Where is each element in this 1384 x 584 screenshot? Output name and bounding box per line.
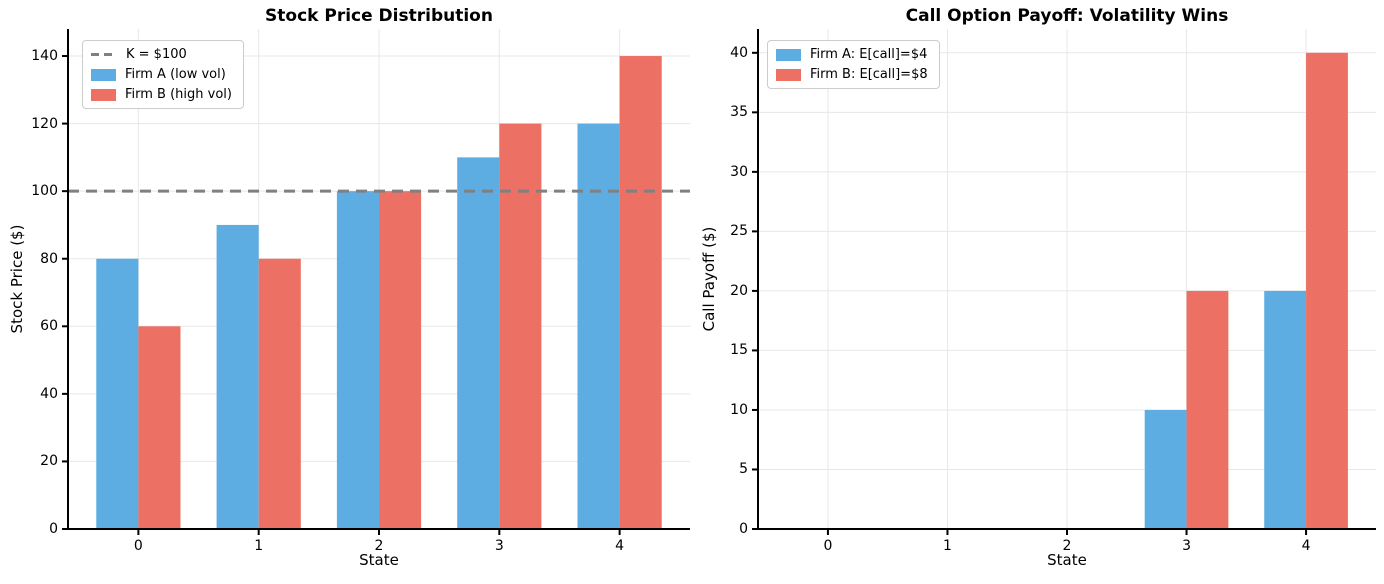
legend-label: K = $100	[126, 47, 187, 62]
color-swatch-icon	[91, 68, 116, 81]
bar-firm-a-low-vol-state-3	[457, 157, 500, 530]
x-tick-label: 3	[1182, 538, 1191, 554]
y-tick-label: 15	[730, 342, 748, 359]
stock-price-x-axis-label: State	[359, 551, 399, 569]
y-tick-label: 120	[31, 115, 58, 132]
y-tick-label: 140	[31, 48, 58, 65]
y-tick-label: 5	[739, 461, 748, 478]
y-tick-label: 30	[730, 163, 748, 180]
bar-firm-a-e-call-4-state-3	[1144, 409, 1187, 529]
legend-label: Firm A: E[call]=$4	[810, 47, 928, 62]
y-tick-label: 10	[730, 401, 748, 418]
bar-firm-b-high-vol-state-2	[379, 191, 422, 529]
y-tick-label: 0	[739, 521, 748, 537]
bar-firm-a-low-vol-state-2	[336, 191, 379, 529]
legend-item-firm-b-e-call-8: Firm B: E[call]=$8	[776, 67, 928, 82]
y-tick-label: 20	[730, 282, 748, 299]
y-tick-label: 35	[730, 104, 748, 121]
stock-price-chart-title: Stock Price Distribution	[265, 6, 493, 26]
legend-label: Firm B (high vol)	[125, 87, 232, 102]
color-swatch-icon	[91, 88, 116, 101]
x-tick-label: 1	[942, 538, 952, 554]
legend-item-k-100: K = $100	[91, 47, 232, 62]
y-tick-label: 100	[31, 183, 58, 200]
bar-firm-a-low-vol-state-1	[216, 224, 259, 529]
bar-firm-a-e-call-4-state-4	[1264, 290, 1307, 529]
y-tick-label: 40	[730, 44, 748, 61]
color-swatch-icon	[776, 48, 801, 61]
y-tick-label: 25	[730, 223, 748, 240]
stock-price-legend: K = $100 Firm A (low vol) Firm B (high vol…	[82, 40, 244, 109]
x-tick-label: 2	[374, 538, 384, 554]
call-payoff-legend: Firm A: E[call]=$4 Firm B: E[call]=$8	[767, 40, 940, 89]
bar-firm-a-low-vol-state-0	[96, 258, 139, 529]
y-tick-label: 0	[49, 521, 58, 537]
y-tick-label: 20	[40, 453, 58, 470]
legend-label: Firm A (low vol)	[125, 67, 226, 82]
legend-item-firm-a-low-vol: Firm A (low vol)	[91, 67, 232, 82]
legend-label: Firm B: E[call]=$8	[810, 67, 928, 82]
dashed-line-swatch-icon	[91, 53, 117, 56]
call-payoff-chart-title: Call Option Payoff: Volatility Wins	[905, 6, 1229, 26]
x-tick-label: 0	[823, 538, 833, 554]
legend-item-firm-a-e-call-4: Firm A: E[call]=$4	[776, 47, 928, 62]
y-tick-label: 80	[40, 250, 58, 267]
bar-firm-b-high-vol-state-1	[258, 258, 301, 529]
color-swatch-icon	[776, 68, 801, 81]
x-tick-label: 0	[133, 538, 143, 554]
bar-firm-b-high-vol-state-4	[619, 56, 662, 529]
y-tick-label: 40	[40, 385, 58, 402]
bar-firm-b-e-call-8-state-3	[1186, 290, 1229, 529]
bar-firm-b-high-vol-state-0	[138, 326, 181, 529]
x-tick-label: 1	[254, 538, 264, 554]
call-payoff-x-axis-label: State	[1047, 551, 1087, 569]
bar-firm-b-e-call-8-state-4	[1306, 52, 1348, 530]
x-tick-label: 2	[1062, 538, 1072, 554]
call-payoff-y-axis-label: Call Payoff ($)	[700, 226, 718, 332]
x-tick-label: 4	[615, 538, 625, 554]
x-tick-label: 3	[494, 538, 504, 554]
y-tick-label: 60	[40, 318, 58, 335]
x-tick-label: 4	[1301, 538, 1311, 554]
legend-item-firm-b-high-vol: Firm B (high vol)	[91, 87, 232, 102]
